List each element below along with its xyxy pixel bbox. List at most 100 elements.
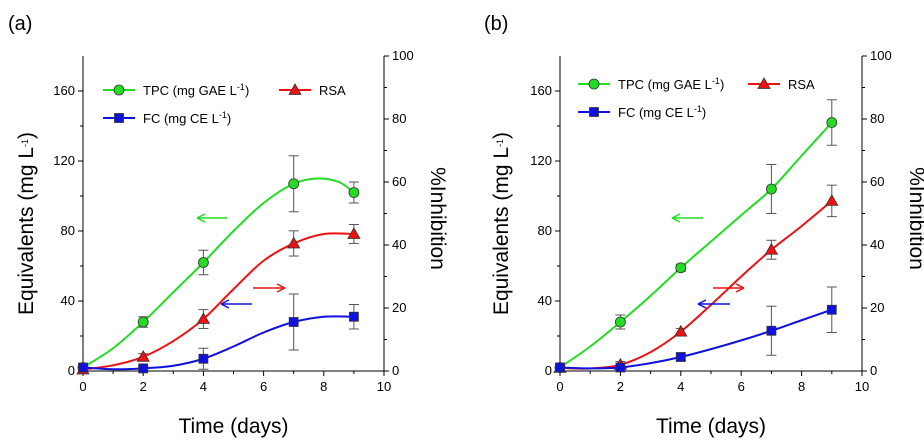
- y-tick-label-right: 100: [870, 48, 892, 63]
- y-axis-label-left: Equivalents (mg L-1): [490, 132, 513, 315]
- data-point: [675, 352, 686, 362]
- legend-marker: [114, 113, 124, 123]
- legend-label: FC (mg CE L-1): [618, 104, 706, 120]
- x-tick-label: 10: [377, 379, 391, 394]
- series-line: [559, 308, 833, 370]
- legend-label: TPC (mg GAE L-1): [618, 76, 724, 92]
- series-line: [559, 200, 833, 370]
- y-axis-label-left: Equivalents (mg L-1): [15, 132, 38, 315]
- y-axis-label-right: %Inhibition: [426, 167, 449, 270]
- data-point: [766, 325, 777, 336]
- data-point: [138, 363, 149, 374]
- data-point: [287, 236, 301, 249]
- data-point: [615, 362, 626, 373]
- x-tick-label: 2: [140, 379, 147, 394]
- axis-arrow-head: [276, 283, 286, 293]
- y-tick-label-left: 40: [538, 293, 552, 308]
- y-tick-label-left: 0: [68, 363, 75, 378]
- y-tick-label-right: 100: [392, 48, 414, 63]
- x-axis-label: Time (days): [178, 415, 288, 438]
- legend-marker: [589, 107, 599, 117]
- series-line: [82, 315, 354, 371]
- x-tick-label: 6: [738, 379, 745, 394]
- data-point: [198, 353, 209, 364]
- x-tick-label: 4: [200, 379, 207, 394]
- panel-label: (b): [484, 13, 508, 35]
- y-tick-label-left: 120: [53, 153, 75, 168]
- data-point: [347, 227, 361, 239]
- axis-arrow-head: [671, 213, 681, 223]
- legend-label: RSA: [319, 83, 346, 98]
- data-point: [674, 324, 688, 337]
- data-point: [288, 178, 300, 190]
- y-tick-label-right: 40: [870, 237, 884, 252]
- x-tick-label: 0: [79, 379, 86, 394]
- data-point: [764, 242, 779, 255]
- axis-arrow-head: [697, 299, 707, 309]
- x-tick-label: 4: [677, 379, 684, 394]
- legend-label: RSA: [788, 77, 815, 92]
- y-tick-label-right: 0: [870, 363, 877, 378]
- data-point: [675, 262, 687, 274]
- data-point: [137, 316, 149, 328]
- y-tick-label-left: 80: [538, 223, 552, 238]
- legend-label: TPC (mg GAE L-1): [143, 82, 249, 98]
- data-point: [348, 311, 359, 322]
- x-tick-label: 2: [617, 379, 624, 394]
- legend-marker: [113, 84, 125, 96]
- series-square: [555, 286, 837, 373]
- data-point: [615, 316, 626, 328]
- axis-arrow-head: [735, 283, 745, 293]
- data-point: [766, 183, 777, 195]
- legend-marker: [588, 78, 600, 90]
- y-tick-label-right: 60: [392, 174, 406, 189]
- series-triangle: [553, 184, 839, 373]
- axis-arrow-head: [220, 299, 230, 309]
- data-point: [826, 304, 837, 315]
- y-tick-label-left: 160: [53, 83, 75, 98]
- series-circle: [554, 99, 838, 373]
- series-circle: [77, 155, 360, 373]
- legend-marker: [757, 77, 771, 89]
- y-tick-label-right: 60: [870, 174, 884, 189]
- legend-label: FC (mg CE L-1): [143, 110, 231, 126]
- y-tick-label-right: 20: [870, 300, 884, 315]
- series-line: [559, 121, 833, 369]
- data-point: [555, 362, 565, 373]
- legend: TPC (mg GAE L-1) RSA FC (mg CE L-1): [103, 82, 346, 126]
- data-point: [196, 312, 211, 324]
- y-tick-label-right: 40: [392, 237, 406, 252]
- legend-marker: [288, 83, 302, 95]
- y-tick-label-right: 80: [870, 111, 884, 126]
- y-tick-label-left: 0: [545, 363, 552, 378]
- data-point: [825, 194, 839, 206]
- y-tick-label-right: 20: [392, 300, 406, 315]
- y-tick-label-right: 0: [392, 363, 399, 378]
- x-tick-label: 0: [556, 379, 563, 394]
- y-tick-label-left: 40: [61, 293, 75, 308]
- data-point: [136, 350, 150, 362]
- y-tick-label-right: 80: [392, 111, 406, 126]
- axis-arrow-head: [196, 213, 206, 223]
- series-square: [78, 293, 359, 374]
- legend: TPC (mg GAE L-1) RSA FC (mg CE L-1): [578, 76, 815, 120]
- series-line: [82, 232, 354, 371]
- x-tick-label: 8: [320, 379, 327, 394]
- data-point: [826, 117, 838, 128]
- x-axis-label: Time (days): [656, 415, 766, 438]
- x-tick-label: 8: [798, 379, 805, 394]
- x-tick-label: 6: [260, 379, 267, 394]
- y-tick-label-left: 80: [61, 223, 75, 238]
- series-line: [82, 177, 355, 369]
- data-point: [78, 362, 88, 373]
- y-tick-label-left: 160: [530, 83, 552, 98]
- panel-label: (a): [8, 13, 32, 35]
- data-point: [348, 187, 360, 198]
- y-axis-label-right: %Inhibition: [905, 167, 924, 270]
- y-tick-label-left: 120: [530, 153, 552, 168]
- x-tick-label: 10: [855, 379, 869, 394]
- data-point: [288, 317, 299, 327]
